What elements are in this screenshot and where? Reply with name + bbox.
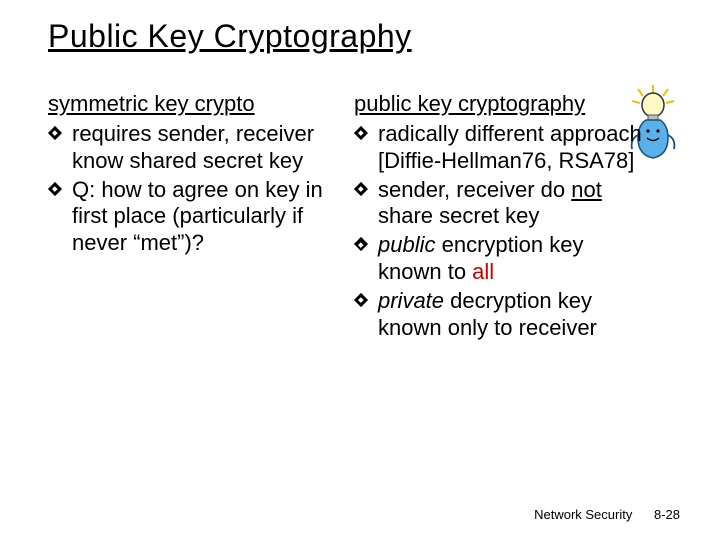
slide-footer: Network Security 8-28 <box>534 507 680 522</box>
emphasis-not: not <box>571 177 602 202</box>
list-item: public encryption key known to all <box>354 232 644 286</box>
left-bullet-list: requires sender, receiver know shared se… <box>48 121 338 257</box>
bullet-text-post: share secret key <box>378 203 539 228</box>
list-item: private decryption key known only to rec… <box>354 288 644 342</box>
list-item: radically different approach [Diffie-Hel… <box>354 121 644 175</box>
bullet-text: requires sender, receiver know shared se… <box>72 121 314 173</box>
right-bullet-list: radically different approach [Diffie-Hel… <box>354 121 644 342</box>
page-number: 8-28 <box>654 507 680 522</box>
emphasis-private: private <box>378 288 444 313</box>
footer-label: Network Security <box>534 507 632 522</box>
slide: Public Key Cryptography symmetric key cr… <box>0 0 720 540</box>
list-item: requires sender, receiver know shared se… <box>48 121 338 175</box>
emphasis-all: all <box>472 259 494 284</box>
right-column: public key cryptography radically differ… <box>354 91 644 344</box>
slide-title: Public Key Cryptography <box>48 18 672 55</box>
left-column: symmetric key crypto requires sender, re… <box>48 91 338 344</box>
left-heading: symmetric key crypto <box>48 91 338 117</box>
list-item: Q: how to agree on key in first place (p… <box>48 177 338 257</box>
content-columns: symmetric key crypto requires sender, re… <box>48 91 672 344</box>
emphasis-public: public <box>378 232 435 257</box>
bullet-text-pre: sender, receiver do <box>378 177 571 202</box>
right-heading: public key cryptography <box>354 91 644 117</box>
list-item: sender, receiver do not share secret key <box>354 177 644 231</box>
bullet-text: radically different approach [Diffie-Hel… <box>378 121 642 173</box>
bullet-text: Q: how to agree on key in first place (p… <box>72 177 323 256</box>
